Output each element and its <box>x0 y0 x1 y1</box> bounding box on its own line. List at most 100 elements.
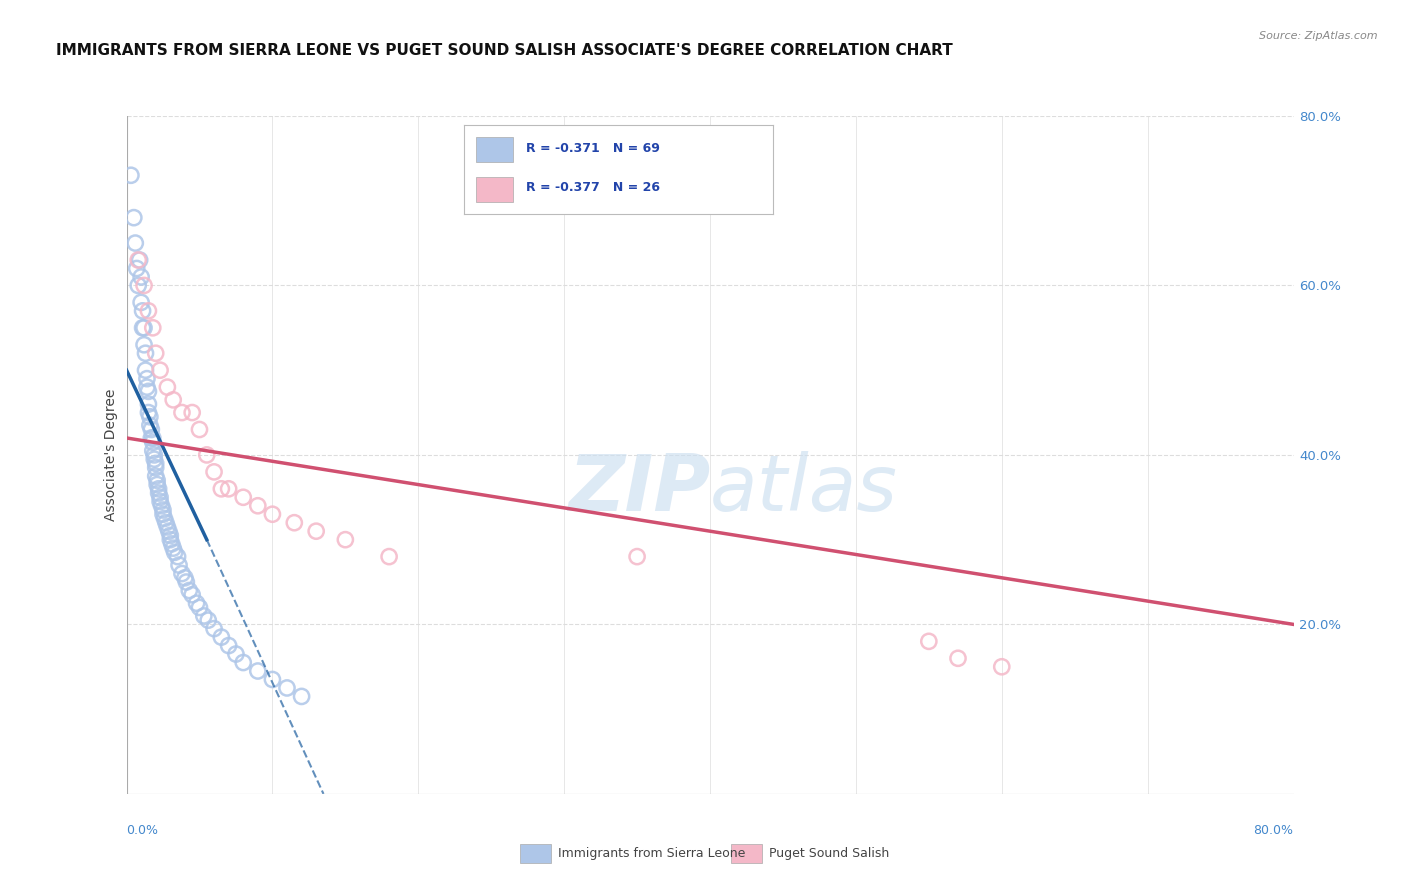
Point <box>153 511 176 525</box>
Point <box>209 630 232 644</box>
Point <box>142 443 165 458</box>
Point <box>142 321 165 335</box>
Point <box>283 516 305 530</box>
Point <box>218 639 240 653</box>
Point <box>129 270 152 285</box>
Point <box>162 392 184 407</box>
Point <box>156 380 179 394</box>
Text: 0.0%: 0.0% <box>127 824 159 837</box>
Point <box>146 473 169 487</box>
Point <box>170 566 193 581</box>
Point <box>166 549 188 564</box>
Point <box>918 634 941 648</box>
Point <box>378 549 401 564</box>
Point <box>139 418 162 433</box>
Point <box>946 651 969 665</box>
Bar <box>477 177 513 202</box>
Point <box>145 469 167 483</box>
Point <box>181 588 204 602</box>
Point <box>188 423 211 437</box>
Point <box>232 491 254 505</box>
Point <box>127 253 149 268</box>
Point <box>145 346 167 360</box>
Text: R = -0.377   N = 26: R = -0.377 N = 26 <box>526 181 659 194</box>
Text: Source: ZipAtlas.com: Source: ZipAtlas.com <box>1260 31 1378 41</box>
Point <box>170 406 193 420</box>
Point <box>232 656 254 670</box>
Point <box>152 503 174 517</box>
Point <box>167 558 190 573</box>
Point <box>129 295 152 310</box>
Point <box>990 660 1012 674</box>
Point <box>218 482 240 496</box>
Text: Immigrants from Sierra Leone: Immigrants from Sierra Leone <box>558 847 745 860</box>
Text: R = -0.371   N = 69: R = -0.371 N = 69 <box>526 142 659 154</box>
Point <box>148 486 170 500</box>
Point <box>246 499 269 513</box>
Point <box>122 211 145 225</box>
Point <box>138 384 160 399</box>
Point <box>138 304 160 318</box>
Point <box>149 363 172 377</box>
Text: 80.0%: 80.0% <box>1254 824 1294 837</box>
Point <box>141 423 163 437</box>
Point <box>132 338 155 352</box>
Point <box>335 533 357 547</box>
Point <box>120 169 142 183</box>
Point <box>128 253 150 268</box>
Point <box>176 575 198 590</box>
Point <box>159 533 181 547</box>
Point <box>142 431 165 445</box>
Point <box>145 457 167 471</box>
Point <box>132 278 155 293</box>
Point <box>174 571 197 585</box>
Point <box>162 541 184 555</box>
Point <box>197 613 219 627</box>
Point <box>149 494 172 508</box>
Point <box>150 499 173 513</box>
Point <box>131 304 153 318</box>
Point <box>246 664 269 678</box>
Point <box>142 435 165 450</box>
Point <box>127 278 149 293</box>
Point <box>155 516 177 530</box>
Point <box>181 406 204 420</box>
Point <box>138 397 160 411</box>
Bar <box>477 137 513 162</box>
Point <box>146 477 169 491</box>
Point <box>148 482 170 496</box>
Point <box>202 465 225 479</box>
Text: atlas: atlas <box>710 450 898 527</box>
Point <box>195 448 218 462</box>
Point <box>186 596 208 610</box>
Y-axis label: Associate's Degree: Associate's Degree <box>104 389 118 521</box>
Text: ZIP: ZIP <box>568 450 710 527</box>
Point <box>179 583 201 598</box>
Point <box>262 507 284 521</box>
Point <box>157 524 180 539</box>
Point <box>145 460 167 475</box>
Point <box>160 537 183 551</box>
Point <box>136 380 159 394</box>
Point <box>125 261 148 276</box>
Point <box>626 549 648 564</box>
Point <box>159 528 181 542</box>
Point <box>156 520 179 534</box>
Point <box>132 321 155 335</box>
Point <box>163 545 186 559</box>
Point <box>305 524 328 539</box>
Point <box>136 371 159 385</box>
Point <box>149 491 172 505</box>
Point <box>262 673 284 687</box>
Point <box>134 346 156 360</box>
Point <box>139 409 162 424</box>
Point <box>225 647 247 661</box>
Point <box>193 609 215 624</box>
Point <box>152 507 174 521</box>
Point <box>143 448 166 462</box>
Point <box>141 431 163 445</box>
Text: Puget Sound Salish: Puget Sound Salish <box>769 847 890 860</box>
Point <box>188 600 211 615</box>
Point <box>134 363 156 377</box>
Point <box>124 236 146 251</box>
